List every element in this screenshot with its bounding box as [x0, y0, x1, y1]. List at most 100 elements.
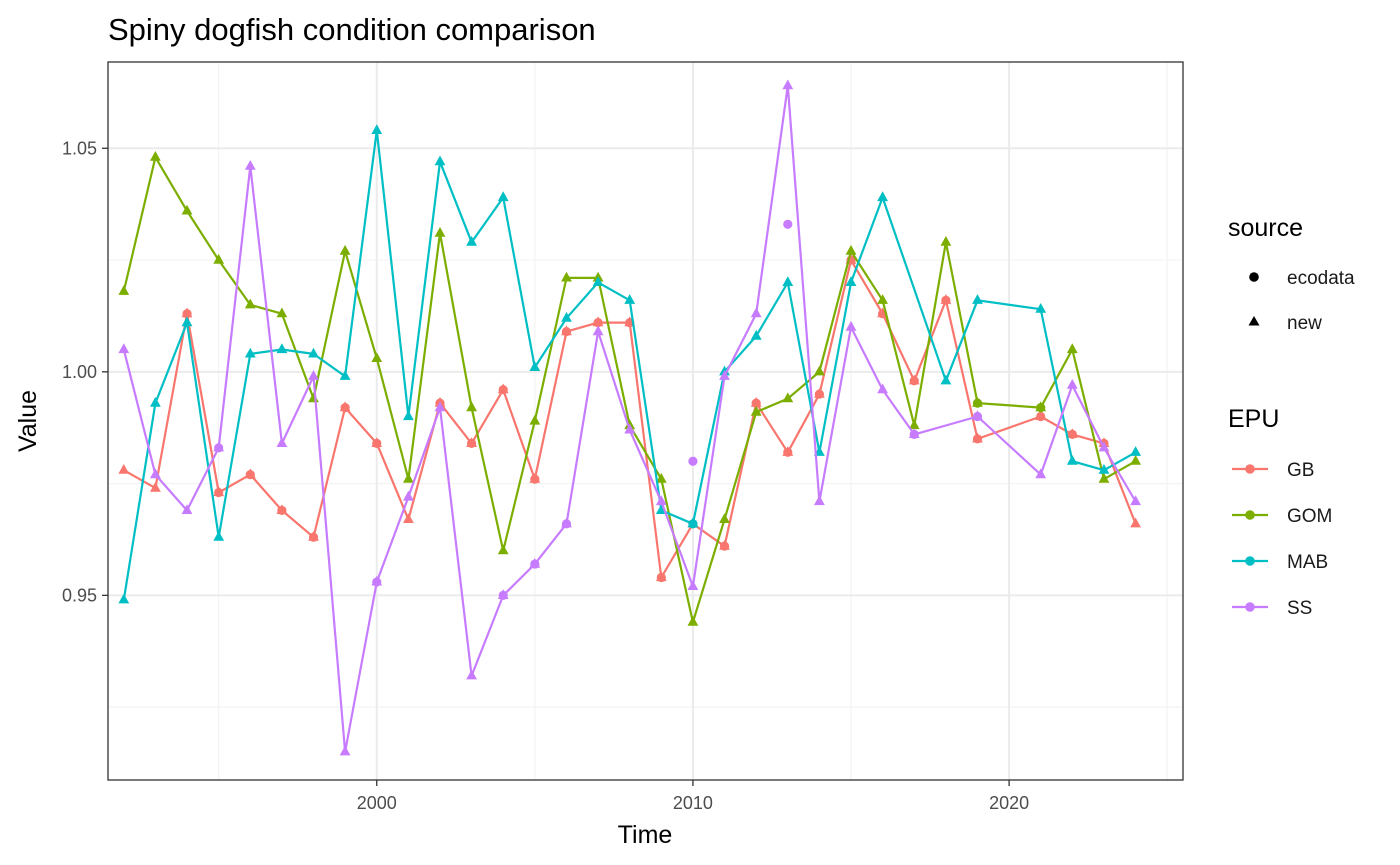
legend-circle-marker — [1249, 272, 1259, 282]
point-new-gom — [181, 204, 193, 215]
point-new-ss — [687, 580, 699, 590]
series-gom — [118, 151, 1141, 626]
point-new-gom — [1035, 401, 1047, 412]
point-new-mab — [1130, 446, 1141, 456]
legend-epu-title: EPU — [1228, 405, 1279, 433]
legend-key-dot-mab — [1245, 556, 1255, 566]
point-new-gom — [308, 392, 319, 403]
point-new-gb — [655, 571, 667, 582]
series-line-gom — [122, 156, 1137, 624]
point-new-gb — [339, 401, 351, 412]
point-new-mab — [624, 294, 636, 304]
point-new-gb — [308, 531, 319, 541]
series-mab — [118, 124, 1141, 604]
series-line-ss — [122, 84, 1137, 753]
point-new-mab — [782, 276, 794, 286]
point-new-mab — [466, 236, 477, 246]
point-new-ss — [244, 160, 256, 170]
point-new-ss — [371, 575, 383, 586]
x-axis-title: Time — [618, 821, 673, 849]
point-new-ss — [150, 468, 161, 479]
point-new-ss — [181, 504, 193, 514]
legend-source-title: source — [1228, 214, 1303, 242]
point-new-gom — [940, 236, 952, 246]
point-new-gb — [213, 486, 225, 497]
point-new-ss — [403, 490, 414, 501]
point-new-gb — [972, 432, 983, 443]
point-new-ss — [814, 495, 825, 506]
point-ecodata-ss — [688, 456, 698, 466]
point-new-gom — [371, 352, 383, 362]
point-new-gb — [1130, 517, 1141, 528]
point-new-ss — [750, 307, 762, 318]
legend-item-gb: GB — [1287, 460, 1314, 481]
point-new-gom — [814, 365, 825, 376]
point-new-gb — [244, 468, 256, 479]
point-new-ss — [308, 370, 319, 380]
point-new-gb — [814, 388, 825, 398]
point-new-mab — [877, 191, 888, 202]
point-new-gom — [561, 271, 572, 282]
point-new-gom — [529, 414, 541, 425]
point-new-gom — [497, 544, 509, 555]
point-new-ss — [1066, 379, 1078, 389]
point-new-gb — [561, 325, 572, 336]
point-new-mab — [371, 124, 383, 134]
legend-key-dot-gom — [1245, 510, 1255, 520]
point-new-mab — [1066, 455, 1078, 465]
point-new-ss — [561, 517, 572, 528]
legend-key-dot-gb — [1245, 464, 1255, 474]
y-axis-ticks: 0.95 1.00 1.05 — [62, 138, 108, 605]
point-new-ss — [434, 401, 446, 412]
point-new-mab — [940, 374, 952, 385]
point-new-mab — [434, 155, 446, 166]
legend-triangle-marker — [1248, 316, 1260, 326]
point-new-gom — [845, 244, 857, 255]
point-new-gom — [908, 419, 920, 430]
chart-title: Spiny dogfish condition comparison — [108, 12, 596, 47]
point-new-ss — [877, 383, 888, 394]
point-new-mab — [276, 343, 288, 354]
point-new-gom — [750, 405, 762, 416]
point-new-gom — [118, 285, 130, 295]
point-new-ss — [719, 370, 730, 380]
point-new-mab — [308, 347, 319, 358]
point-new-mab — [497, 191, 509, 202]
point-new-ss — [1098, 441, 1110, 452]
point-new-ss — [908, 428, 920, 438]
point-new-mab — [150, 396, 161, 407]
point-new-gb — [1066, 428, 1078, 438]
point-new-ss — [497, 589, 509, 599]
point-new-mab — [403, 410, 414, 421]
y-tick-label: 1.00 — [62, 362, 97, 382]
legend-item-gom: GOM — [1287, 506, 1332, 527]
legend: source ecodata new EPU GB GOM MAB SS — [1228, 214, 1355, 619]
point-new-gb — [497, 383, 509, 394]
grid — [108, 62, 1183, 780]
point-new-ss — [782, 79, 794, 90]
point-new-gom — [877, 294, 888, 304]
point-new-mab — [1035, 303, 1047, 313]
point-new-gom — [972, 396, 983, 407]
point-new-gb — [403, 513, 414, 523]
point-new-mab — [1098, 464, 1110, 474]
point-new-gom — [1066, 343, 1078, 354]
point-new-gom — [466, 401, 477, 412]
point-new-gb — [908, 374, 920, 385]
point-new-ss — [213, 441, 225, 452]
x-tick-label: 2010 — [673, 793, 713, 813]
point-new-gb — [181, 307, 193, 318]
point-new-gom — [655, 472, 667, 483]
point-new-gom — [1098, 472, 1110, 483]
point-new-ss — [845, 320, 857, 331]
point-new-mab — [118, 593, 130, 604]
point-new-gom — [434, 227, 446, 237]
point-new-ss — [339, 745, 351, 756]
point-ecodata-ss — [783, 219, 793, 229]
point-new-gb — [118, 464, 130, 474]
point-new-gom — [213, 253, 225, 264]
point-new-gom — [150, 151, 161, 161]
x-tick-label: 2000 — [357, 793, 397, 813]
series-layer — [118, 79, 1141, 756]
